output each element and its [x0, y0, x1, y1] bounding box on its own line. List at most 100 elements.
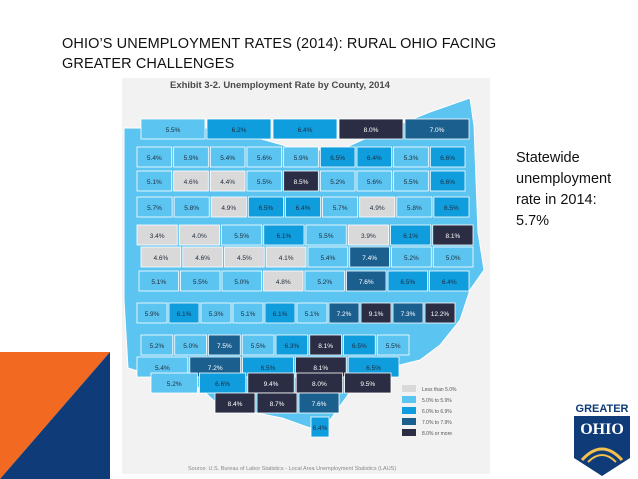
county-rate-label: 6.1% — [177, 311, 192, 318]
county-region — [241, 334, 275, 356]
county-rate-label: 4.6% — [184, 179, 199, 186]
county-rate-label: 6.5% — [330, 155, 345, 162]
legend-swatch — [402, 407, 416, 414]
county-rate-label: 6.3% — [284, 343, 299, 350]
county-region — [349, 246, 390, 268]
county-region — [356, 146, 393, 168]
source-note: Source: U.S. Bureau of Labor Statistics … — [188, 466, 397, 472]
county-region — [210, 196, 247, 218]
county-region — [305, 224, 347, 246]
county-rate-label: 5.0% — [183, 343, 198, 350]
county-region — [214, 392, 256, 414]
county-rate-label: 7.4% — [362, 255, 377, 262]
county-region — [319, 170, 356, 192]
county-region — [136, 146, 173, 168]
county-region — [304, 270, 345, 292]
county-region — [346, 270, 387, 292]
county-rate-label: 8.0% — [312, 381, 327, 388]
county-rate-label: 5.1% — [241, 311, 256, 318]
county-region — [429, 270, 470, 292]
county-rate-label: 5.5% — [386, 343, 401, 350]
county-rate-label: 5.2% — [330, 179, 345, 186]
county-region — [283, 146, 319, 168]
county-region — [429, 146, 466, 168]
blue-triangle — [0, 352, 110, 479]
statewide-note: Statewide unemployment rate in 2014: 5.7… — [516, 150, 612, 229]
county-rate-label: 6.5% — [366, 365, 381, 372]
county-rate-label: 6.4% — [298, 127, 313, 134]
county-rate-label: 6.4% — [442, 279, 457, 286]
county-region — [393, 170, 429, 192]
county-region — [256, 392, 298, 414]
county-region — [136, 170, 173, 192]
county-rate-label: 5.5% — [319, 233, 334, 240]
county-region — [247, 196, 284, 218]
county-rate-label: 5.1% — [305, 311, 320, 318]
county-region — [275, 334, 309, 356]
county-region — [310, 416, 330, 438]
county-rate-label: 4.1% — [279, 255, 294, 262]
county-rate-label: 4.6% — [195, 255, 210, 262]
county-region — [138, 270, 179, 292]
county-rate-label: 6.4% — [296, 205, 311, 212]
county-region — [283, 170, 319, 192]
county-rate-label: 5.2% — [149, 343, 164, 350]
county-region — [206, 118, 272, 140]
county-rate-label: 5.7% — [333, 205, 348, 212]
county-region — [285, 196, 321, 218]
county-region — [319, 146, 356, 168]
county-region — [168, 302, 200, 324]
county-region — [263, 270, 304, 292]
greater-ohio-logo: GREATER OHIO — [574, 403, 630, 476]
county-rate-label: 5.4% — [220, 155, 235, 162]
county-region — [150, 372, 198, 394]
county-region — [433, 196, 470, 218]
county-rate-label: 5.3% — [404, 155, 419, 162]
county-rate-label: 8.1% — [318, 343, 333, 350]
county-region — [390, 224, 432, 246]
county-rate-label: 9.5% — [360, 381, 375, 388]
county-rate-label: 5.6% — [367, 179, 382, 186]
county-region — [136, 224, 178, 246]
county-region — [173, 146, 209, 168]
county-region — [232, 302, 264, 324]
county-rate-label: 4.0% — [192, 233, 207, 240]
county-rate-label: 7.2% — [337, 311, 352, 318]
county-rate-label: 5.8% — [407, 205, 422, 212]
legend: Less than 5.0% 5.0% to 5.9% 6.0% to 6.9% 7.… — [402, 385, 457, 437]
county-rate-label: 5.0% — [446, 255, 461, 262]
county-rate-label: 6.6% — [440, 179, 455, 186]
county-rate-label: 6.5% — [258, 205, 273, 212]
county-rate-label: 9.1% — [369, 311, 384, 318]
county-region — [404, 118, 470, 140]
legend-swatch — [402, 385, 416, 392]
county-rate-label: 4.5% — [237, 255, 252, 262]
county-region — [264, 302, 296, 324]
county-region — [298, 392, 340, 414]
county-region — [265, 246, 307, 268]
county-rate-label: 7.0% — [430, 127, 445, 134]
county-rate-label: 5.5% — [257, 179, 272, 186]
county-region — [173, 196, 210, 218]
county-rate-label: 6.6% — [440, 155, 455, 162]
county-region — [344, 372, 392, 394]
county-region — [396, 196, 433, 218]
county-region — [307, 246, 349, 268]
county-region — [432, 224, 474, 246]
legend-swatch — [402, 396, 416, 403]
slide-title: OHIO’S UNEMPLOYMENT RATES (2014): RURAL … — [62, 36, 497, 72]
county-rate-label: 6.1% — [276, 233, 291, 240]
county-rate-label: 7.3% — [401, 311, 416, 318]
county-region — [263, 224, 305, 246]
county-region — [328, 302, 360, 324]
logo-line2: OHIO — [580, 421, 624, 438]
county-rate-label: 5.2% — [404, 255, 419, 262]
county-rate-label: 8.0% — [364, 127, 379, 134]
county-region — [322, 196, 359, 218]
county-rate-label: 3.4% — [150, 233, 165, 240]
legend-swatch — [402, 418, 416, 425]
county-region — [136, 302, 168, 324]
county-rate-label: 8.5% — [294, 179, 309, 186]
county-rate-label: 5.4% — [320, 255, 335, 262]
county-region — [221, 224, 263, 246]
